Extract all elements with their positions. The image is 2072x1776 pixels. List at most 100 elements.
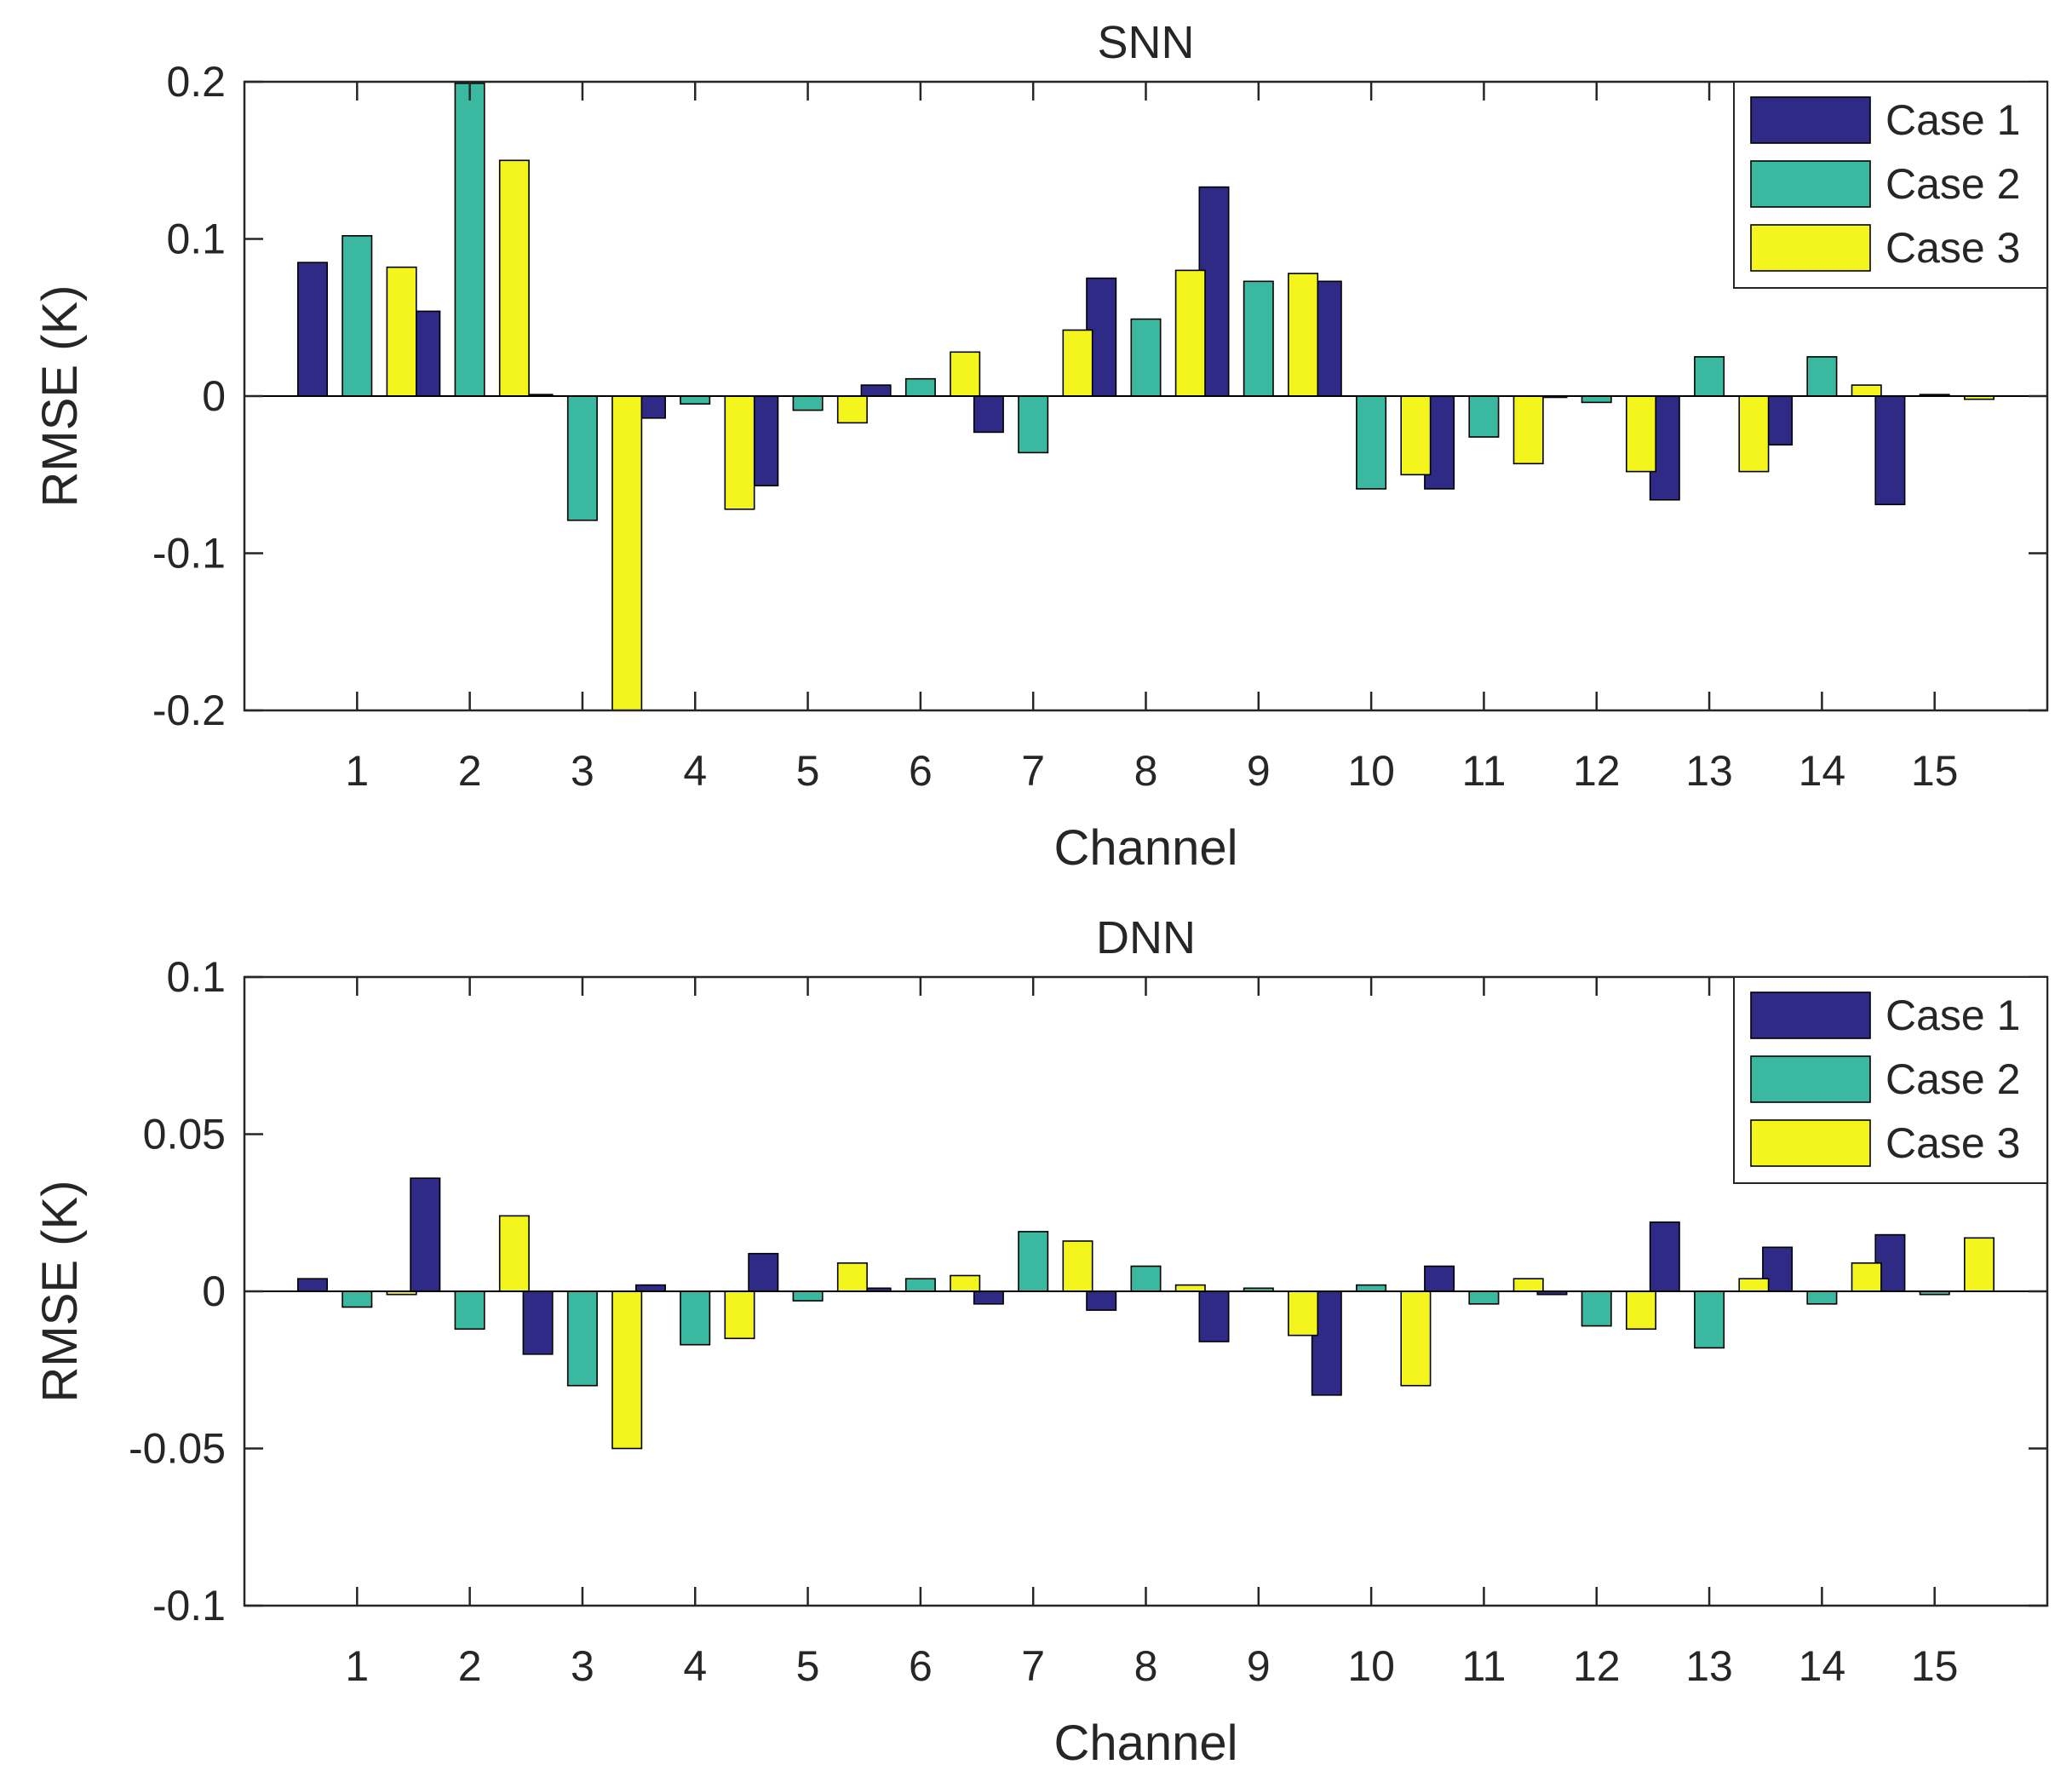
xtick-label: 9 (1247, 747, 1271, 795)
bar-dnn-case2-ch7 (1018, 1231, 1049, 1292)
ytick-label: 0 (202, 1267, 226, 1315)
legend-label: Case 1 (1885, 991, 2020, 1039)
chart-dnn: 0.10.050-0.05-0.11 2 3 4 5 6 7 8 9 10 11 12 13 14 15DN… (32, 912, 2049, 1771)
bar-dnn-case1-ch5 (748, 1252, 779, 1292)
bar-dnn-case2-ch1 (342, 1290, 373, 1308)
bar-snn-case2-ch6 (904, 377, 936, 397)
ytick-label: 0.2 (166, 58, 226, 106)
xtick-label: 11 (1461, 1642, 1506, 1690)
bar-dnn-case1-ch11 (1424, 1265, 1455, 1292)
bar-snn-case3-ch7 (1062, 329, 1093, 397)
xtick-label: 3 (571, 747, 594, 795)
bar-dnn-case3-ch14 (1851, 1262, 1882, 1292)
xtick-label: 9 (1247, 1642, 1271, 1690)
legend-label: Case 2 (1885, 160, 2020, 208)
bar-dnn-case2-ch6 (904, 1278, 936, 1292)
bar-snn-case2-ch1 (342, 234, 373, 397)
bar-dnn-case2-ch13 (1694, 1290, 1725, 1349)
bar-snn-case2-ch10 (1356, 395, 1387, 490)
bar-snn-case1-ch6 (860, 384, 892, 397)
xtick-label: 12 (1573, 747, 1621, 795)
ytick-label: 0.05 (143, 1111, 226, 1158)
xtick-label: 2 (458, 1642, 482, 1690)
legend: Case 1 Case 2 Case 3 (1733, 976, 2048, 1184)
xtick-label: 1 (345, 1642, 369, 1690)
bar-snn-case3-ch6 (950, 351, 981, 397)
ytick-label: -0.2 (152, 687, 226, 734)
ytick-label: -0.1 (152, 530, 226, 578)
x-axis-label: Channel (1053, 1716, 1237, 1771)
bar-snn-case3-ch3 (611, 395, 643, 711)
bar-dnn-case2-ch4 (680, 1290, 711, 1346)
xtick-label: 12 (1573, 1642, 1621, 1690)
bar-dnn-case1-ch3 (522, 1290, 554, 1355)
bar-snn-case3-ch1 (386, 266, 417, 397)
bar-dnn-case2-ch8 (1130, 1265, 1162, 1292)
legend-label: Case 3 (1885, 1119, 2020, 1167)
xtick-label: 3 (571, 1642, 594, 1690)
legend-swatch (1750, 224, 1871, 272)
bar-snn-case2-ch5 (792, 395, 824, 411)
bar-dnn-case2-ch10 (1356, 1284, 1387, 1292)
y-axis-label: RMSE (K) (32, 1181, 88, 1403)
ytick-label: -0.05 (129, 1425, 226, 1473)
xtick-label: 1 (345, 747, 369, 795)
xtick-label: 7 (1021, 1642, 1045, 1690)
bar-dnn-case3-ch7 (1062, 1240, 1093, 1292)
xtick-label: 14 (1799, 747, 1846, 795)
bar-dnn-case3-ch3 (611, 1290, 643, 1450)
bar-dnn-case2-ch11 (1468, 1290, 1500, 1305)
bar-dnn-case3-ch13 (1738, 1278, 1770, 1292)
xtick-label: 4 (683, 1642, 707, 1690)
legend-swatch (1750, 1055, 1871, 1103)
bar-snn-case2-ch7 (1018, 395, 1049, 454)
bar-dnn-case3-ch5 (836, 1262, 868, 1292)
xtick-label: 7 (1021, 747, 1045, 795)
legend: Case 1 Case 2 Case 3 (1733, 81, 2048, 289)
bar-snn-case1-ch1 (296, 262, 328, 397)
bar-dnn-case2-ch2 (454, 1290, 485, 1331)
bar-snn-case2-ch9 (1243, 280, 1274, 397)
xtick-label: 10 (1347, 1642, 1395, 1690)
bar-snn-case3-ch13 (1738, 395, 1770, 473)
bar-dnn-case3-ch4 (724, 1290, 755, 1340)
bar-snn-case3-ch5 (836, 395, 868, 424)
bar-dnn-case1-ch2 (410, 1177, 441, 1292)
xtick-label: 6 (909, 1642, 933, 1690)
legend-swatch (1750, 1119, 1871, 1167)
bar-dnn-case1-ch4 (634, 1284, 666, 1292)
bar-dnn-case3-ch10 (1400, 1290, 1432, 1387)
bar-dnn-case2-ch14 (1806, 1290, 1838, 1305)
bar-dnn-case2-ch12 (1581, 1290, 1612, 1327)
bar-snn-case2-ch13 (1694, 356, 1725, 397)
bar-dnn-case3-ch6 (950, 1274, 981, 1292)
bar-snn-case2-ch11 (1468, 395, 1500, 438)
bar-dnn-case3-ch12 (1626, 1290, 1657, 1331)
bar-snn-case3-ch9 (1288, 273, 1319, 397)
bar-snn-case3-ch12 (1626, 395, 1657, 473)
bar-snn-case3-ch2 (498, 159, 530, 397)
xtick-label: 11 (1461, 747, 1506, 795)
xtick-label: 4 (683, 747, 707, 795)
xtick-label: 14 (1799, 1642, 1846, 1690)
chart-title: SNN (1097, 17, 1194, 68)
bar-snn-case3-ch4 (724, 395, 755, 510)
chart-snn: 0.20.10-0.1-0.21 2 3 4 5 6 7 8 9 10 11 12 13 14 15SNNC… (32, 17, 2049, 876)
bar-snn-case2-ch2 (454, 83, 485, 397)
bar-snn-case2-ch4 (680, 395, 711, 405)
legend-swatch (1750, 96, 1871, 144)
y-axis-label: RMSE (K) (32, 285, 88, 508)
xtick-label: 15 (1911, 747, 1959, 795)
bar-dnn-case2-ch5 (792, 1290, 824, 1302)
bar-snn-case2-ch3 (566, 395, 598, 521)
ytick-label: 0.1 (166, 216, 226, 263)
bar-dnn-case1-ch1 (296, 1278, 328, 1292)
xtick-label: 8 (1134, 747, 1158, 795)
bar-dnn-case3-ch9 (1288, 1290, 1319, 1336)
bar-snn-case1-ch15 (1874, 395, 1906, 506)
xtick-label: 8 (1134, 1642, 1158, 1690)
bar-snn-case2-ch12 (1581, 395, 1612, 404)
bar-dnn-case3-ch15 (1964, 1237, 1995, 1292)
ytick-label: 0.1 (166, 953, 226, 1001)
